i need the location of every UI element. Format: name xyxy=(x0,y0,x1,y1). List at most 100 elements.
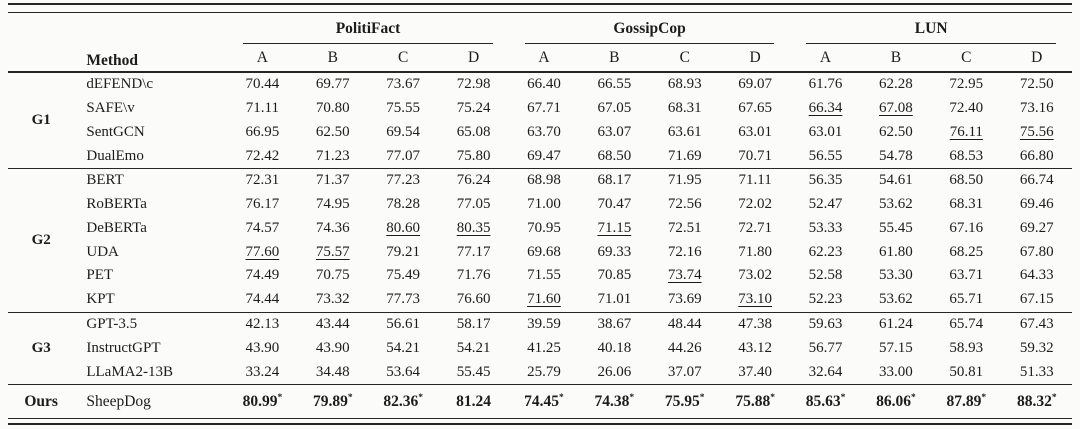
score-cell: 54.61 xyxy=(860,168,932,193)
score-cell: 56.55 xyxy=(808,147,843,164)
score-cell: 77.17 xyxy=(456,243,491,260)
subcol-gossipcop-a: A xyxy=(538,48,550,66)
table-row: G3 GPT-3.5 42.13 43.44 56.61 58.17 39.59 38.67 4… xyxy=(8,311,1072,385)
score-cell: 75.88* xyxy=(719,384,791,419)
score-cell: 71.95 xyxy=(649,168,720,193)
score-cell: 69.77 xyxy=(315,76,350,93)
group-column-header xyxy=(8,13,74,73)
score-cell: 61.76 xyxy=(808,76,843,93)
score-cell: 73.02 xyxy=(738,267,772,284)
score-cell: 71.00 xyxy=(527,196,561,213)
score-cell: 63.01 xyxy=(808,123,843,140)
score-cell: 71.60 xyxy=(527,291,561,308)
score-cell: 75.49 xyxy=(386,267,421,284)
score-cell: 68.93 xyxy=(667,76,702,93)
score-cell: 82.36* xyxy=(367,384,439,419)
score-cell: 72.50 xyxy=(1019,76,1054,93)
significance-asterisk: * xyxy=(347,392,353,403)
score-cell: 74.36 xyxy=(315,219,350,236)
score-cell: 56.61 xyxy=(367,311,439,337)
group-label: G3 xyxy=(8,311,75,385)
score-cell: 70.85 xyxy=(597,267,632,284)
score-cell: 67.71 xyxy=(527,100,561,117)
score-cell: 87.89* xyxy=(931,384,1002,419)
score-cell: 54.78 xyxy=(879,147,913,164)
table-row: KPT 74.44 73.32 77.73 76.60 71.60 71.01 73.69 73… xyxy=(8,288,1072,312)
score-cell: 68.50 xyxy=(597,147,632,164)
score-cell: 64.33 xyxy=(1019,267,1054,284)
score-cell: 54.21 xyxy=(386,339,421,356)
score-cell: 71.23 xyxy=(315,147,350,164)
score-cell: 74.95 xyxy=(315,196,350,213)
score-cell: 43.90 xyxy=(245,339,280,356)
score-cell: 71.80 xyxy=(738,243,772,260)
score-cell: 72.31 xyxy=(227,168,298,193)
score-cell: 70.75 xyxy=(315,267,350,284)
score-cell: 40.18 xyxy=(597,339,632,356)
method-name: UDA xyxy=(86,243,119,260)
score-cell: 72.98 xyxy=(456,76,491,93)
table-row: RoBERTa 76.17 74.95 78.28 77.05 71.00 70.47 72.… xyxy=(8,193,1072,217)
table-row: InstructGPT 43.90 43.90 54.21 54.21 41.25 40.1… xyxy=(8,336,1072,360)
score-cell: 37.40 xyxy=(738,363,772,380)
score-cell: 68.98 xyxy=(508,168,580,193)
method-name: InstructGPT xyxy=(86,339,161,356)
score-cell: 62.50 xyxy=(879,123,913,140)
score-cell: 70.95 xyxy=(527,219,561,236)
score-cell: 71.55 xyxy=(527,267,561,284)
subcol-politifact-a: A xyxy=(256,48,268,66)
table-row: LLaMA2-13B 33.24 34.48 53.64 55.45 25.79 26.06… xyxy=(8,360,1072,384)
dataset-header-gossipcop: GossipCop xyxy=(509,13,791,44)
significance-asterisk: * xyxy=(770,392,775,403)
table-row: PET 74.49 70.75 75.49 71.76 71.55 70.85 73.74 73… xyxy=(8,264,1072,288)
score-cell: 65.74 xyxy=(931,311,1002,337)
score-cell: 67.16 xyxy=(949,219,984,236)
score-cell: 52.47 xyxy=(808,196,843,213)
score-cell: 53.30 xyxy=(879,267,913,284)
score-cell: 79.21 xyxy=(386,243,421,260)
score-cell: 26.06 xyxy=(597,363,632,380)
dataset-header-row: Method PolitiFact GossipCop LUN xyxy=(8,13,1072,69)
score-cell: 54.21 xyxy=(456,339,491,356)
score-cell: 62.23 xyxy=(808,243,843,260)
score-cell: 44.26 xyxy=(667,339,702,356)
score-cell: 81.24 xyxy=(438,384,509,419)
score-cell: 72.42 xyxy=(245,147,280,164)
score-cell: 38.67 xyxy=(579,311,650,337)
score-cell: 71.11 xyxy=(719,168,791,193)
score-cell: 69.47 xyxy=(527,147,561,164)
score-cell: 69.07 xyxy=(738,76,772,93)
score-cell: 66.40 xyxy=(527,76,561,93)
score-cell: 74.45* xyxy=(508,384,580,419)
score-cell: 74.49 xyxy=(245,267,280,284)
score-cell: 74.44 xyxy=(245,291,280,308)
score-cell: 63.07 xyxy=(597,123,632,140)
score-cell: 75.55 xyxy=(386,100,421,117)
method-column-header: Method xyxy=(86,52,139,69)
score-cell: 69.27 xyxy=(1019,219,1054,236)
subcol-politifact-d: D xyxy=(467,48,480,66)
table-row: SAFE\v 71.11 70.80 75.55 75.24 67.71 67.05 68.3… xyxy=(8,97,1072,121)
score-cell: 77.23 xyxy=(367,168,439,193)
score-cell: 66.80 xyxy=(1019,147,1054,164)
subcol-lun-b: B xyxy=(890,48,902,66)
score-cell: 68.17 xyxy=(579,168,650,193)
score-cell: 43.90 xyxy=(315,339,350,356)
score-cell: 69.33 xyxy=(597,243,632,260)
score-cell: 37.07 xyxy=(667,363,702,380)
score-cell: 57.15 xyxy=(879,339,913,356)
score-cell: 79.89* xyxy=(297,384,368,419)
score-cell: 67.05 xyxy=(597,100,632,117)
score-cell: 77.60 xyxy=(245,243,280,260)
score-cell: 72.02 xyxy=(738,196,772,213)
method-name: BERT xyxy=(74,168,228,193)
score-cell: 75.80 xyxy=(456,147,491,164)
method-name: GPT-3.5 xyxy=(74,311,228,337)
score-cell: 66.74 xyxy=(1001,168,1072,193)
results-table: Method PolitiFact GossipCop LUN A B C D … xyxy=(8,12,1072,419)
score-cell: 61.80 xyxy=(879,243,913,260)
score-cell: 80.99* xyxy=(227,384,298,419)
score-cell: 71.69 xyxy=(667,147,702,164)
score-cell: 66.95 xyxy=(245,123,280,140)
score-cell: 53.33 xyxy=(808,219,843,236)
